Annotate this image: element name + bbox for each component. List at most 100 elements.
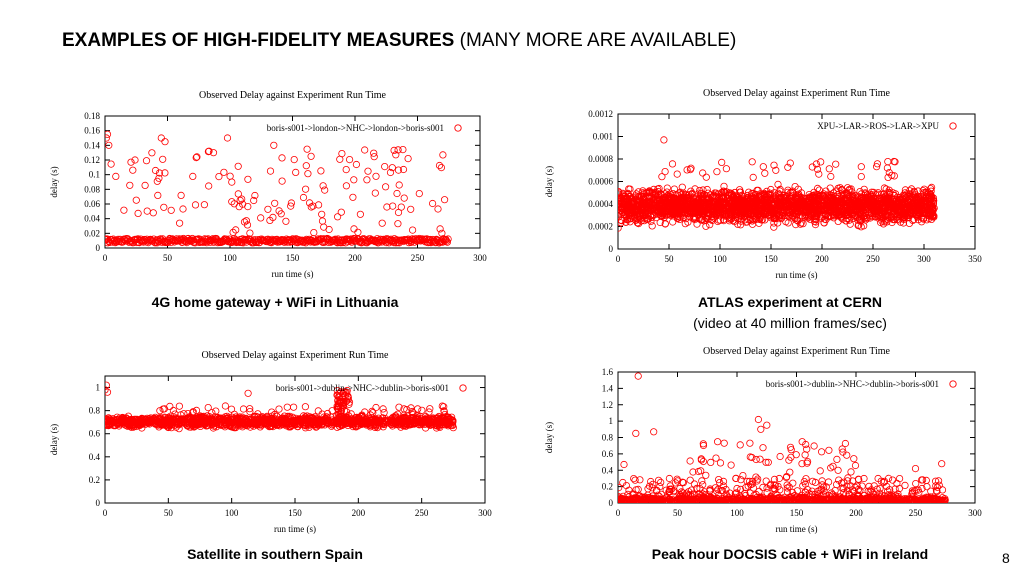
data-point — [688, 190, 696, 199]
data-point — [310, 229, 318, 237]
data-point — [208, 409, 216, 417]
data-point — [861, 189, 869, 197]
data-point — [813, 184, 822, 193]
data-point — [323, 417, 332, 425]
data-point — [822, 194, 830, 202]
data-point — [257, 214, 265, 222]
data-point — [880, 184, 888, 192]
data-point — [630, 197, 638, 205]
data-point — [159, 155, 167, 163]
data-point — [909, 198, 917, 206]
data-point — [708, 205, 716, 213]
data-point — [443, 237, 451, 245]
data-point — [263, 412, 271, 421]
data-point — [806, 211, 814, 219]
data-point — [234, 162, 242, 170]
data-point — [663, 184, 671, 192]
data-point — [239, 405, 248, 413]
x-tick-label: 0 — [103, 253, 108, 263]
data-point — [214, 414, 222, 422]
data-point — [205, 182, 213, 190]
data-point — [397, 203, 405, 211]
data-point — [882, 198, 890, 206]
data-point — [342, 166, 350, 174]
data-point — [225, 416, 233, 424]
data-point — [134, 209, 142, 217]
data-point — [716, 199, 724, 207]
data-point — [644, 215, 652, 223]
data-point — [126, 181, 134, 189]
data-point — [238, 195, 246, 203]
y-tick-label: 0.16 — [84, 126, 100, 136]
data-point — [445, 419, 453, 427]
data-point — [437, 164, 445, 172]
data-point — [356, 210, 364, 218]
data-point — [407, 404, 415, 412]
data-point — [676, 215, 684, 223]
chart-svg: Observed Delay against Experiment Run Ti… — [544, 88, 982, 280]
x-tick-label: 150 — [286, 253, 300, 263]
data-point — [105, 130, 112, 138]
data-point — [386, 168, 395, 177]
data-point — [421, 417, 429, 425]
data-point — [180, 410, 188, 418]
data-point — [295, 420, 303, 428]
data-point — [679, 204, 687, 212]
data-point — [369, 409, 377, 417]
data-point — [618, 206, 625, 215]
data-point — [748, 158, 756, 166]
data-point — [335, 389, 343, 398]
data-point — [764, 203, 772, 211]
data-point — [393, 189, 401, 198]
data-point — [885, 186, 893, 194]
data-point — [302, 162, 310, 170]
y-tick-label: 0.8 — [89, 406, 101, 416]
data-point — [399, 146, 407, 154]
data-point — [703, 185, 711, 194]
legend-marker — [949, 122, 957, 130]
chart-title: Observed Delay against Experiment Run Ti… — [199, 90, 386, 101]
data-point — [759, 163, 767, 171]
data-point — [735, 200, 744, 208]
data-point — [659, 197, 667, 206]
data-point — [333, 412, 341, 420]
data-point — [268, 408, 276, 416]
data-point — [226, 172, 234, 180]
data-point — [633, 215, 642, 223]
data-point — [810, 217, 819, 225]
data-point — [674, 214, 682, 222]
data-point — [772, 210, 780, 218]
data-point — [203, 421, 211, 430]
data-point — [336, 417, 344, 425]
data-point — [267, 419, 275, 427]
y-tick-label: 0.04 — [84, 214, 100, 224]
data-point — [772, 214, 780, 222]
data-point — [689, 206, 697, 215]
data-point — [304, 415, 312, 423]
data-point — [338, 150, 346, 158]
data-point — [278, 177, 286, 185]
data-point — [349, 423, 357, 431]
data-point — [704, 209, 712, 217]
data-point — [690, 206, 698, 214]
data-point — [912, 191, 920, 199]
data-point — [660, 208, 668, 216]
data-point — [838, 186, 846, 194]
data-point — [269, 419, 277, 427]
chart-svg: Observed Delay against Experiment Run Ti… — [544, 346, 982, 534]
data-point — [669, 218, 677, 226]
data-point — [364, 167, 372, 175]
y-tick-label: 0.2 — [89, 475, 100, 485]
x-tick-label: 50 — [673, 508, 683, 518]
data-point — [318, 210, 326, 218]
data-point — [885, 205, 893, 213]
x-tick-label: 200 — [815, 254, 829, 264]
x-tick-label: 250 — [415, 508, 429, 518]
y-axis-label: delay (s) — [544, 166, 554, 197]
data-point — [218, 421, 226, 429]
data-point — [817, 158, 825, 166]
data-point — [635, 220, 643, 228]
data-point — [900, 197, 909, 206]
data-point — [791, 193, 799, 202]
x-tick-label: 150 — [764, 254, 778, 264]
